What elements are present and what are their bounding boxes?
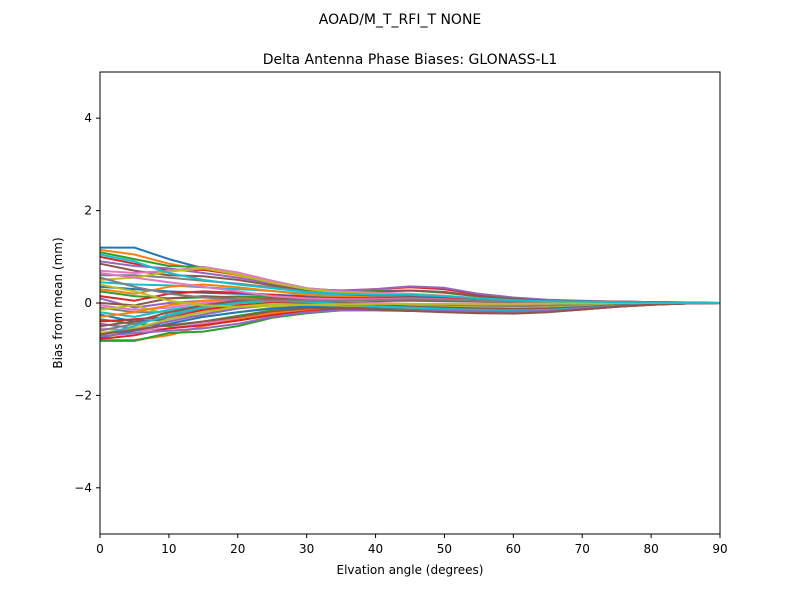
y-tick-label: 0 [84,296,92,310]
y-tick-label: 4 [84,111,92,125]
y-tick-label: 2 [84,204,92,218]
x-tick-label: 50 [437,542,452,556]
y-tick-label: −4 [74,481,92,495]
y-axis-ticks: −4 −2 0 2 4 [74,111,100,495]
series-line-40 [99,253,720,304]
x-tick-label: 60 [506,542,521,556]
x-axis-label: Elvation angle (degrees) [337,563,484,577]
x-axis-ticks: 0 10 20 30 40 50 60 70 80 90 [96,534,728,556]
chart-title: Delta Antenna Phase Biases: GLONASS-L1 [263,52,558,68]
x-tick-label: 10 [161,542,176,556]
x-tick-label: 0 [96,542,104,556]
plot-lines [99,246,721,342]
x-tick-label: 70 [575,542,590,556]
x-tick-label: 30 [299,542,314,556]
x-tick-label: 90 [712,542,727,556]
figure-suptitle: AOAD/M_T_RFI_T NONE [319,12,482,28]
series-line-36 [99,302,721,336]
x-tick-label: 40 [368,542,383,556]
y-tick-label: −2 [74,388,92,402]
x-tick-label: 80 [643,542,658,556]
x-tick-label: 20 [230,542,245,556]
y-axis-label: Bias from mean (mm) [51,237,65,368]
